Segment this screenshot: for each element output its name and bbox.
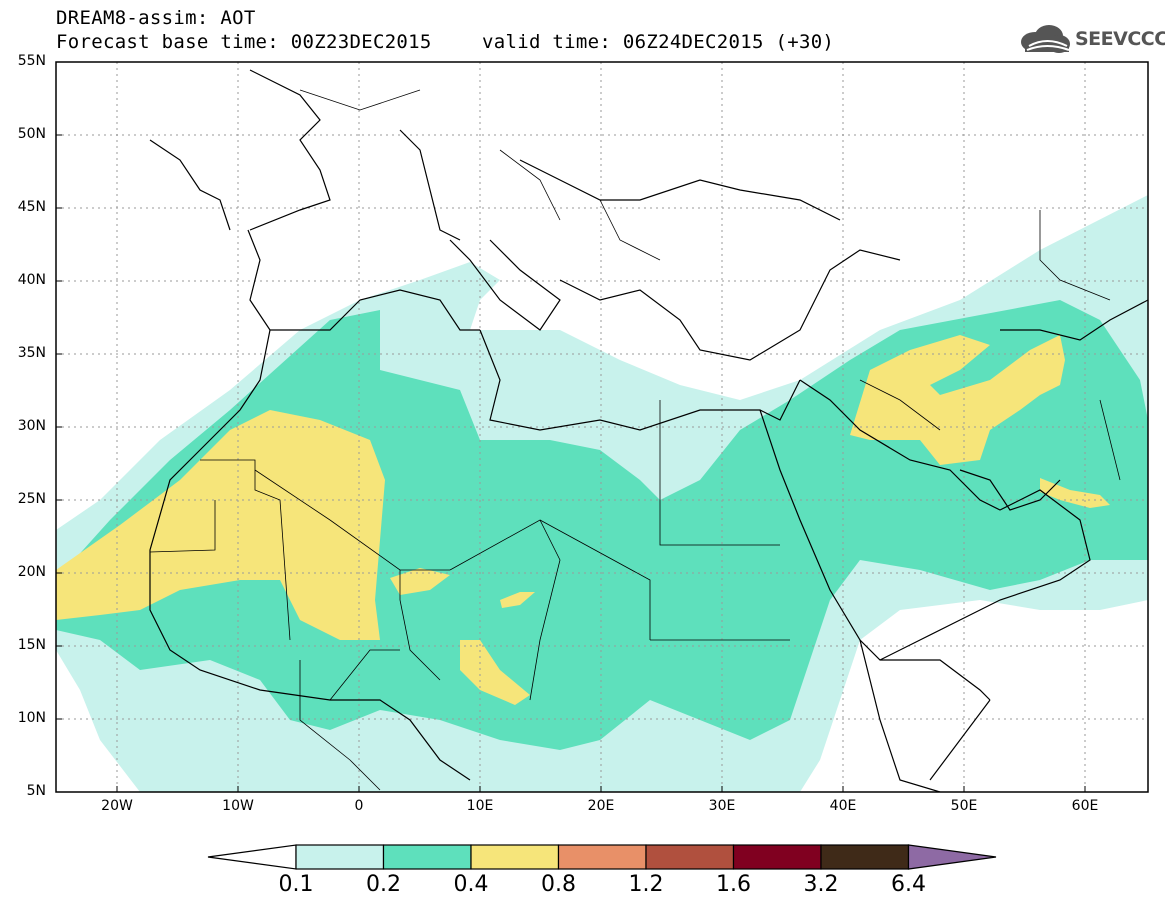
seevccc-logo: SEEVCCC xyxy=(1017,22,1165,58)
lon-label: 0 xyxy=(354,798,364,814)
lon-label: 40E xyxy=(829,798,857,814)
logo-text: SEEVCCC xyxy=(1075,28,1165,50)
lat-label: 40N xyxy=(17,272,46,288)
lon-label: 10W xyxy=(222,798,254,814)
aot-band-high-niger xyxy=(390,568,450,595)
aot-band-high-iraq xyxy=(850,335,1065,465)
lat-label: 25N xyxy=(17,491,46,507)
lat-label: 30N xyxy=(17,418,46,434)
lon-label: 10E xyxy=(466,798,494,814)
axis-ticks xyxy=(56,134,1086,792)
lat-label: 15N xyxy=(17,637,46,653)
lat-label: 20N xyxy=(17,564,46,580)
map-title: DREAM8-assim: AOT xyxy=(56,7,256,29)
lat-label: 50N xyxy=(17,126,46,142)
aot-band-high-sahara xyxy=(56,410,385,640)
colorbar-label: 1.2 xyxy=(628,872,664,897)
lon-label: 30E xyxy=(708,798,736,814)
lat-label: 55N xyxy=(17,53,46,69)
colorbar-label: 0.4 xyxy=(453,872,489,897)
colorbar-label: 1.6 xyxy=(716,872,751,897)
lat-label: 5N xyxy=(26,783,46,799)
lon-label: 50E xyxy=(950,798,978,814)
lat-label: 35N xyxy=(17,345,46,361)
colorbar-label: 0.1 xyxy=(278,872,314,897)
lon-label: 20E xyxy=(587,798,615,814)
colorbar-label: 3.2 xyxy=(803,872,839,897)
aot-band-high-gulf xyxy=(1040,478,1110,508)
aot-band-high-chad xyxy=(460,640,530,705)
colorbar-label: 0.8 xyxy=(541,872,576,897)
colorbar-label: 0.2 xyxy=(366,872,401,897)
colorbar-label: 6.4 xyxy=(891,872,926,897)
grid-lines xyxy=(56,62,1148,792)
lon-label: 20W xyxy=(101,798,133,814)
lon-label: 60E xyxy=(1071,798,1099,814)
lat-label: 10N xyxy=(17,710,46,726)
borders xyxy=(149,89,1121,791)
cloud-logo-icon xyxy=(1021,25,1070,53)
lat-label: 45N xyxy=(17,199,46,215)
valid-time: valid time: 06Z24DEC2015 (+30) xyxy=(482,31,835,53)
coastlines xyxy=(149,69,1148,792)
aot-band-high-libya xyxy=(500,592,535,608)
forecast-base-time: Forecast base time: 00Z23DEC2015 xyxy=(56,31,432,53)
